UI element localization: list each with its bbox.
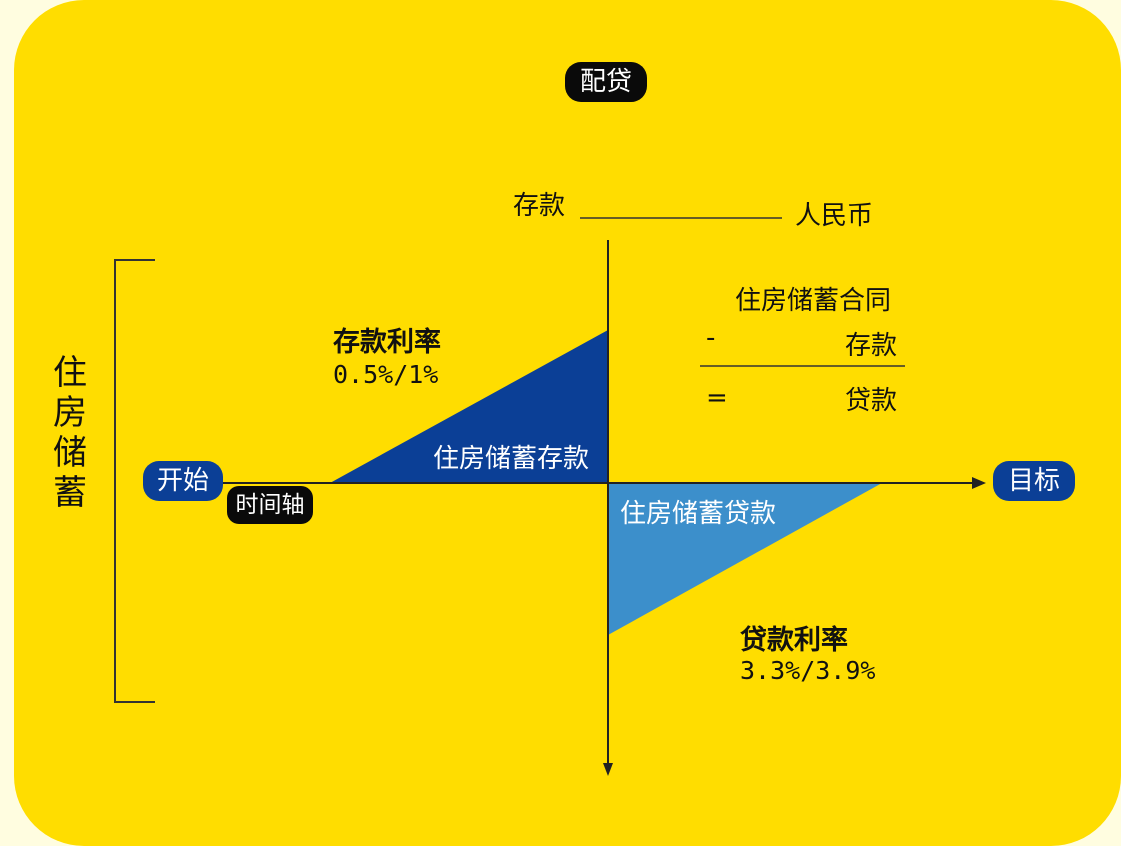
vertical-axis-arrow (603, 763, 613, 776)
currency-label: 人民币 (795, 201, 874, 231)
deposit-rate-value: 0.5%/1% (333, 360, 439, 389)
loan-triangle (608, 483, 882, 635)
left-bracket (114, 259, 155, 703)
formula-contract: 住房储蓄合同 (735, 286, 892, 316)
loan-area-label: 住房储蓄贷款 (620, 499, 777, 529)
formula-loan: 贷款 (845, 386, 898, 416)
loan-rate-value: 3.3%/3.9% (740, 656, 876, 685)
start-pill: 开始 (143, 461, 223, 501)
title-pill: 配贷 (565, 62, 647, 102)
goal-pill: 目标 (993, 461, 1075, 501)
deposit-triangle (330, 330, 608, 483)
deposit-area-label: 住房储蓄存款 (433, 444, 590, 474)
formula-minus-sign: - (706, 323, 716, 353)
time-axis-arrow (972, 477, 986, 489)
timeline-pill: 时间轴 (227, 486, 313, 524)
formula-deposit: 存款 (845, 331, 898, 361)
deposit-label: 存款 (513, 191, 566, 221)
deposit-rate-label: 存款利率 (333, 327, 441, 358)
formula-equals-sign: = (706, 383, 728, 413)
side-label: 住房储蓄 (53, 353, 87, 513)
loan-rate-label: 贷款利率 (740, 625, 848, 656)
